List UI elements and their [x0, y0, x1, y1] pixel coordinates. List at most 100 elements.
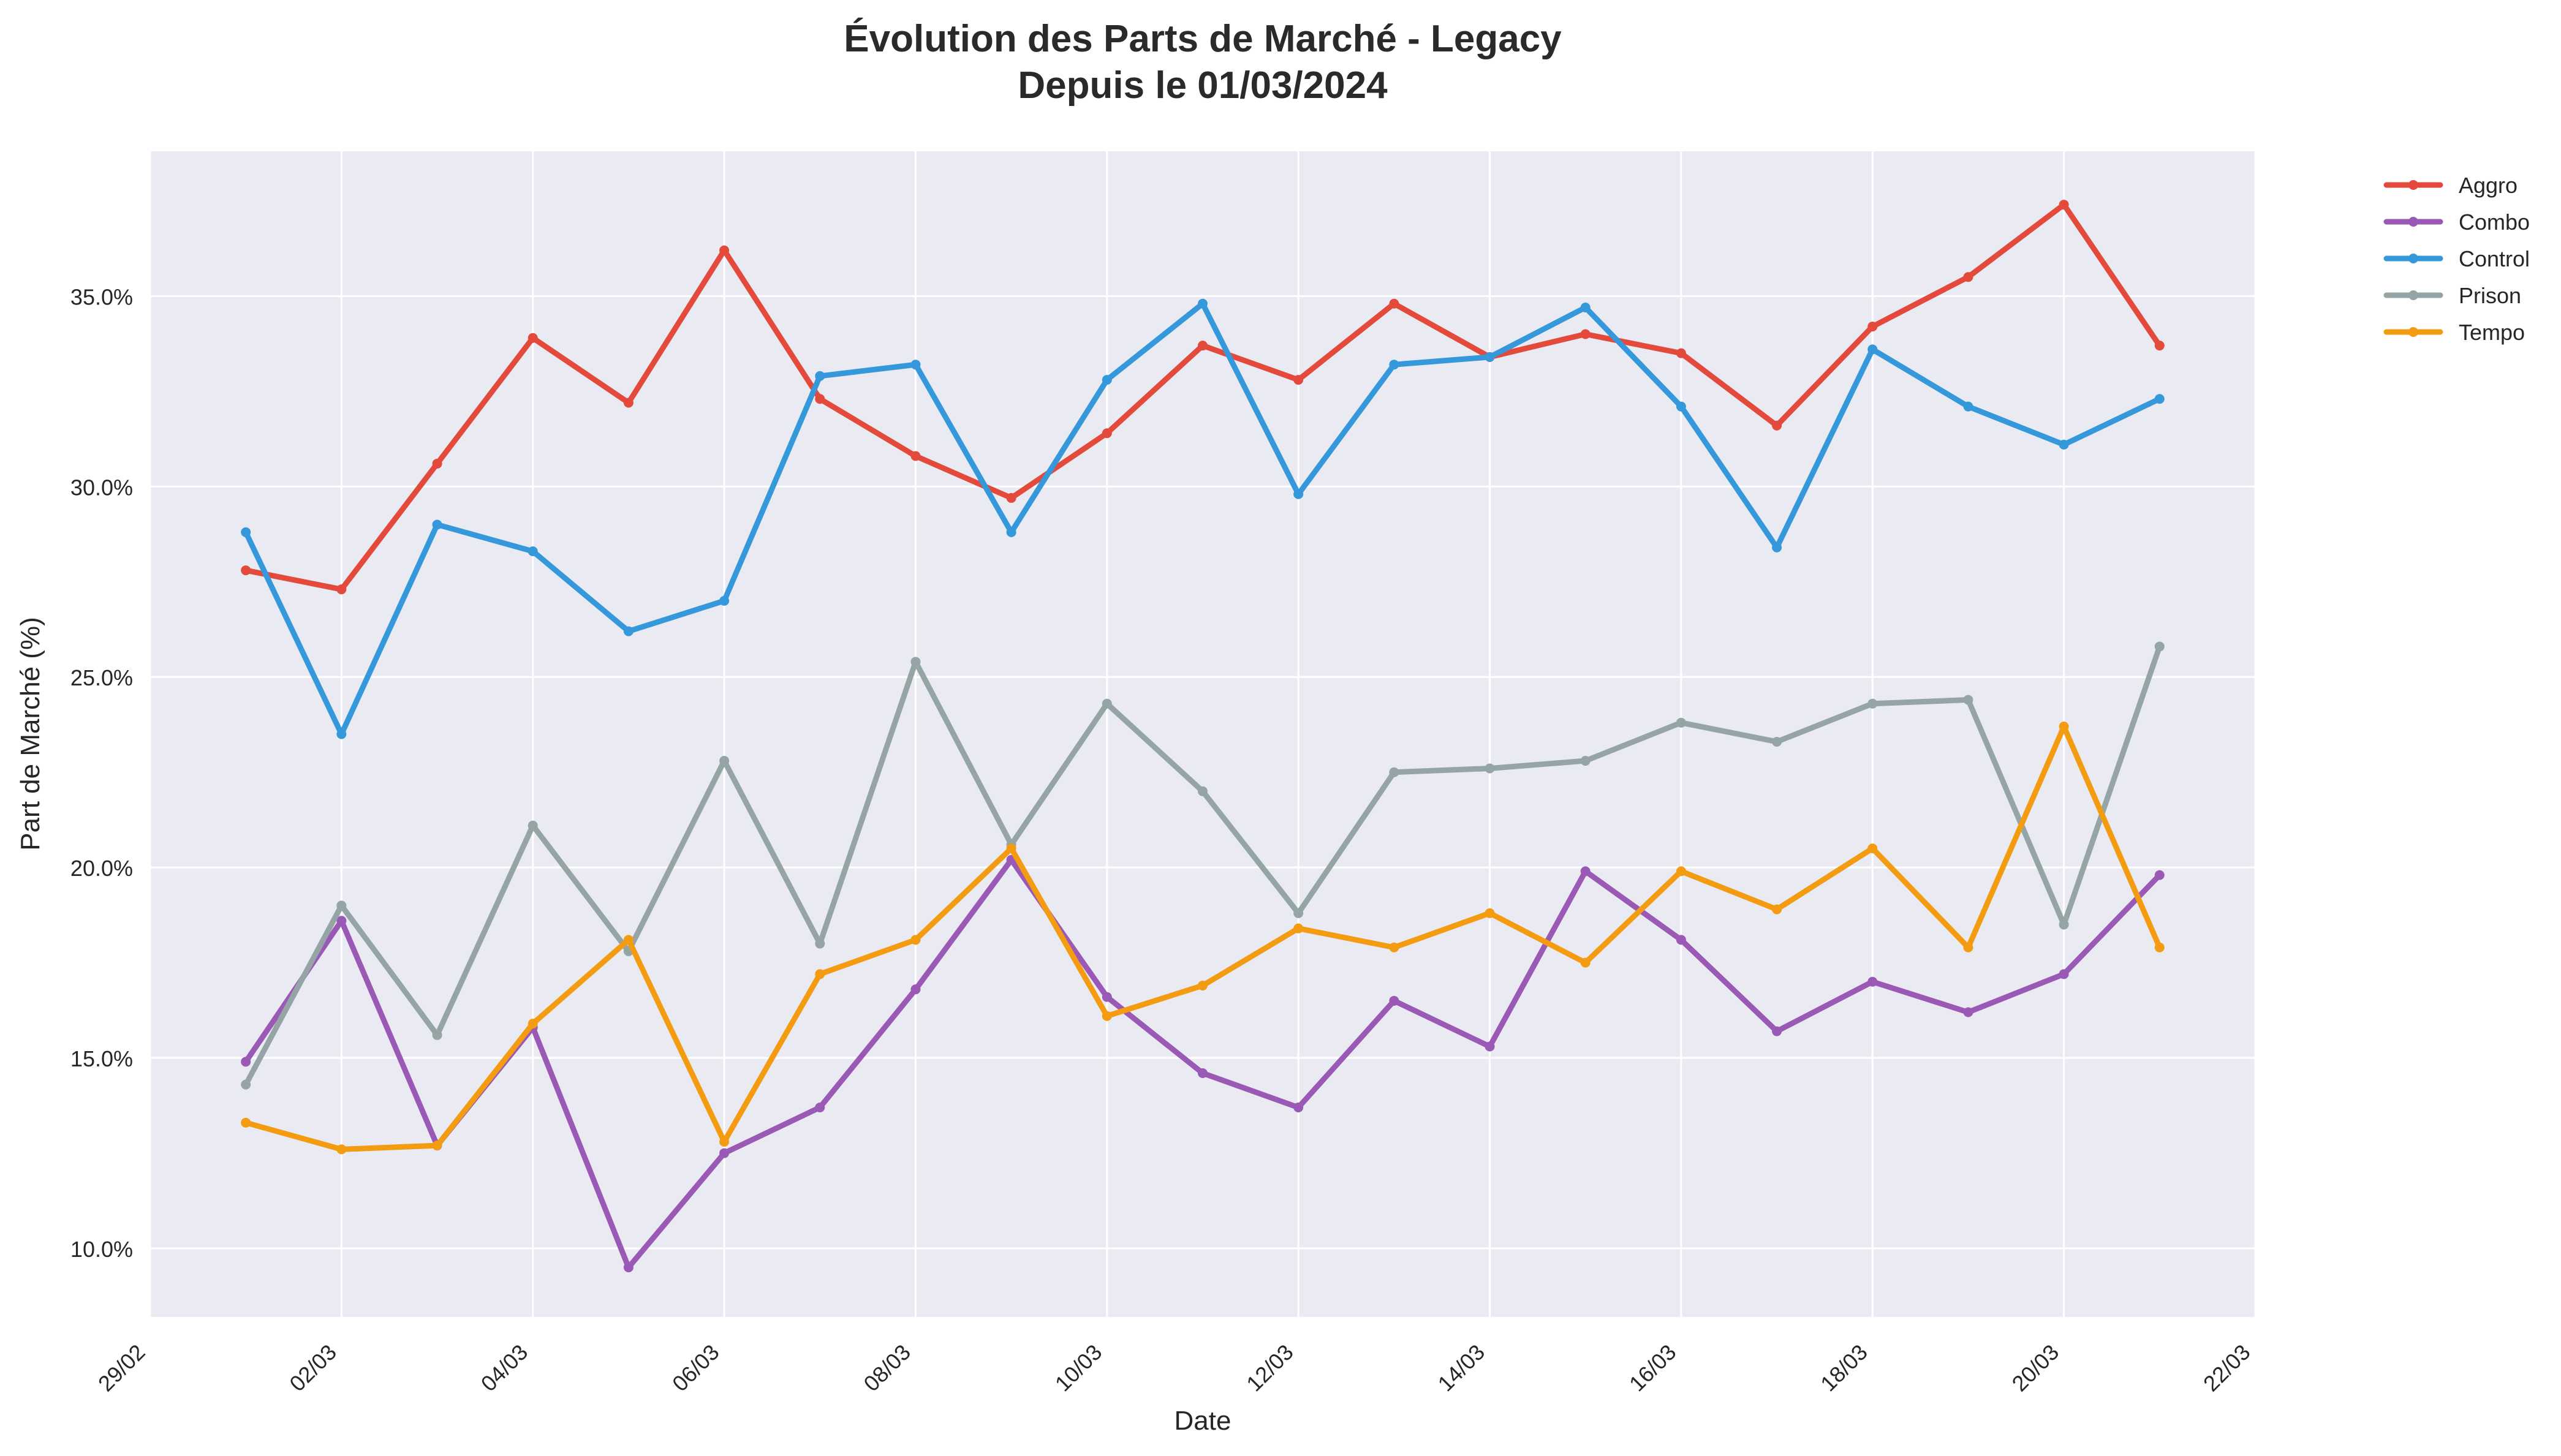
data-point	[1198, 1068, 1208, 1078]
data-point	[1389, 360, 1399, 370]
y-tick-label: 15.0%	[70, 1046, 133, 1071]
data-point	[1676, 935, 1686, 945]
y-tick-label: 25.0%	[70, 665, 133, 690]
data-point	[815, 394, 825, 404]
data-point	[1485, 763, 1495, 774]
data-point	[528, 820, 538, 831]
data-point	[1963, 272, 1973, 282]
legend-label: Prison	[2459, 283, 2521, 308]
legend-item-combo: Combo	[2383, 209, 2530, 235]
data-point	[1676, 401, 1686, 412]
data-point	[1963, 401, 1973, 412]
data-point	[1198, 980, 1208, 990]
data-point	[1772, 904, 1782, 915]
data-point	[815, 1102, 825, 1112]
data-point	[1772, 420, 1782, 431]
data-point	[1963, 695, 1973, 705]
legend-label: Combo	[2459, 209, 2530, 235]
data-point	[1485, 352, 1495, 362]
data-point	[432, 519, 442, 530]
data-point	[241, 1117, 251, 1128]
chart-subtitle: Depuis le 01/03/2024	[1018, 64, 1388, 107]
data-point	[2059, 919, 2069, 930]
data-point	[1963, 1007, 1973, 1017]
series-aggro	[241, 200, 2165, 595]
data-point	[719, 595, 730, 606]
data-point	[2059, 969, 2069, 979]
data-point	[528, 546, 538, 556]
data-point	[336, 729, 347, 739]
data-point	[2154, 870, 2165, 880]
data-point	[1580, 302, 1591, 312]
data-point	[1198, 786, 1208, 796]
data-point	[815, 938, 825, 949]
data-point	[1580, 329, 1591, 339]
legend-item-control: Control	[2383, 246, 2530, 271]
data-point	[1485, 1041, 1495, 1052]
data-point	[1389, 767, 1399, 777]
data-point	[1676, 717, 1686, 728]
data-point	[1102, 1011, 1112, 1021]
data-point	[815, 969, 825, 979]
data-point	[910, 360, 921, 370]
data-point	[1293, 489, 1304, 499]
legend-marker	[2408, 290, 2418, 300]
data-point	[432, 458, 442, 469]
legend-marker	[2408, 217, 2418, 227]
data-point	[623, 935, 634, 945]
data-point	[1102, 375, 1112, 385]
data-point	[1867, 344, 1878, 355]
data-point	[1293, 1102, 1304, 1112]
data-point	[1293, 375, 1304, 385]
data-point	[2154, 641, 2165, 652]
data-point	[2154, 341, 2165, 351]
legend-label: Aggro	[2459, 173, 2517, 198]
data-point	[1006, 527, 1016, 537]
data-point	[910, 657, 921, 667]
data-point	[432, 1141, 442, 1151]
data-point	[1389, 298, 1399, 309]
legend-marker	[2408, 327, 2418, 337]
data-point	[336, 1144, 347, 1155]
data-point	[1293, 908, 1304, 918]
data-point	[1006, 492, 1016, 503]
data-point	[528, 1019, 538, 1029]
legend: Aggro Combo Control Prison Tempo	[2383, 173, 2530, 345]
grid-lines	[149, 151, 2256, 1317]
legend-marker	[2408, 254, 2418, 263]
data-point	[1772, 1026, 1782, 1036]
data-point	[1102, 992, 1112, 1002]
legend-item-prison: Prison	[2383, 283, 2521, 308]
data-point	[1102, 698, 1112, 709]
data-point	[623, 1262, 634, 1273]
series-tempo	[241, 722, 2165, 1155]
legend-item-tempo: Tempo	[2383, 320, 2525, 345]
data-point	[910, 935, 921, 945]
y-tick-label: 10.0%	[70, 1237, 133, 1262]
chart-title: Évolution des Parts de Marché - Legacy	[844, 18, 1562, 60]
series-combo	[241, 854, 2165, 1273]
data-point	[241, 1079, 251, 1090]
data-point	[1867, 976, 1878, 987]
plot-area	[150, 151, 2255, 1317]
data-point	[1963, 942, 1973, 952]
data-point	[2154, 394, 2165, 404]
data-point	[910, 984, 921, 995]
legend-label: Control	[2459, 246, 2530, 271]
data-point	[241, 527, 251, 537]
legend-item-aggro: Aggro	[2383, 173, 2517, 198]
data-point	[241, 1057, 251, 1067]
data-point	[1006, 843, 1016, 854]
data-point	[1676, 866, 1686, 877]
data-point	[1580, 957, 1591, 968]
y-tick-label: 35.0%	[70, 284, 133, 309]
y-tick-label: 30.0%	[70, 475, 133, 500]
data-point	[1198, 298, 1208, 309]
data-point	[336, 584, 347, 595]
data-point	[1772, 542, 1782, 553]
data-point	[2059, 722, 2069, 732]
data-point	[2059, 200, 2069, 210]
data-point	[1580, 866, 1591, 877]
